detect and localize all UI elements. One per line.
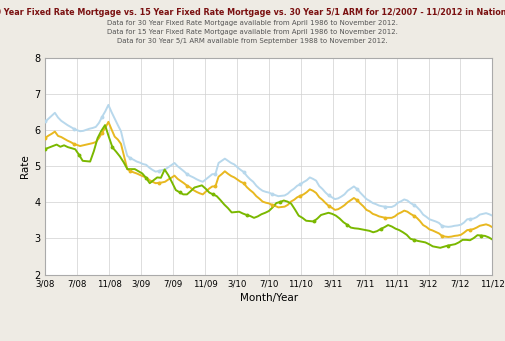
Text: Data for 15 Year Fixed Rate Mortgage available from April 1986 to November 2012.: Data for 15 Year Fixed Rate Mortgage ava… [107, 29, 398, 35]
Text: 30 Year Fixed Rate Mortgage vs. 15 Year Fixed Rate Mortgage vs. 30 Year 5/1 ARM : 30 Year Fixed Rate Mortgage vs. 15 Year … [0, 8, 505, 16]
X-axis label: Month/Year: Month/Year [240, 293, 298, 302]
Y-axis label: Rate: Rate [20, 154, 30, 178]
Text: Data for 30 Year 5/1 ARM available from September 1988 to November 2012.: Data for 30 Year 5/1 ARM available from … [117, 38, 388, 44]
Text: Data for 30 Year Fixed Rate Mortgage available from April 1986 to November 2012.: Data for 30 Year Fixed Rate Mortgage ava… [107, 20, 398, 26]
